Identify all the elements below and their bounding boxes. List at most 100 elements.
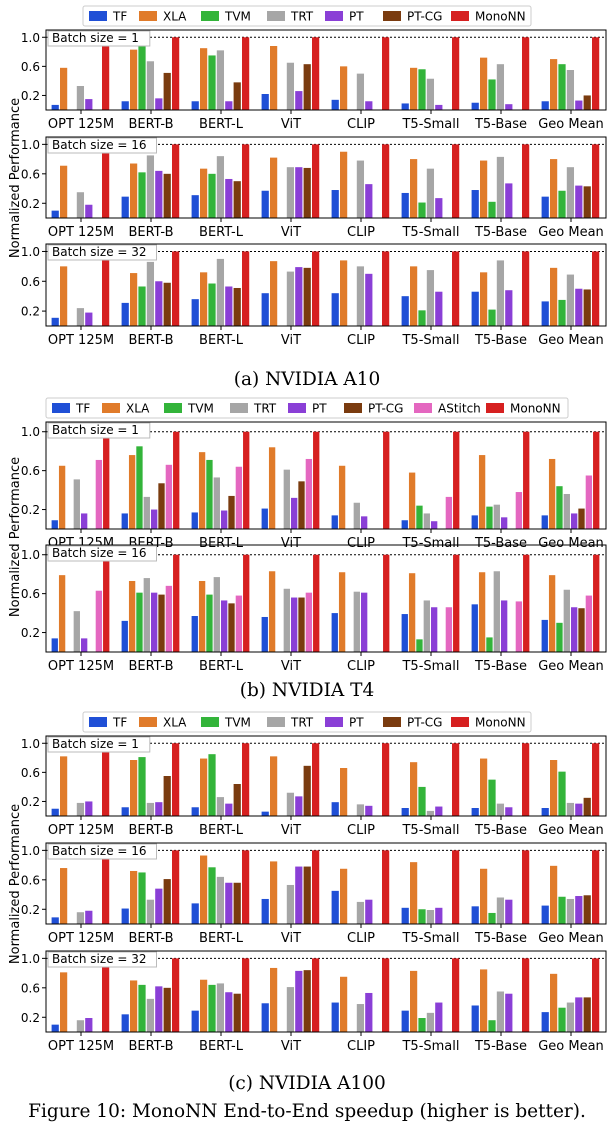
bar-mononn-vit <box>312 251 320 326</box>
y-tick-label: 0.6 <box>21 873 40 887</box>
bar-xla-clip <box>340 976 348 1032</box>
bar-xla-bert-l <box>200 48 208 110</box>
bar-pt-clip <box>365 805 373 816</box>
bar-mononn-clip <box>382 743 390 816</box>
bar-trt-vit <box>283 588 290 652</box>
y-tick-label: 0.6 <box>21 60 40 74</box>
legend-label-mononn: MonoNN <box>510 402 561 416</box>
x-tick-label: OPT 125M <box>48 117 114 132</box>
legend-swatch-trt <box>267 11 285 21</box>
bar-xla-vit <box>270 261 278 326</box>
bar-astitch-t5-base <box>515 492 523 529</box>
bar-tf-bert-b <box>121 196 129 218</box>
bar-xla-bert-b <box>130 163 138 218</box>
bar-tf-t5-base <box>471 604 478 652</box>
bar-tf-bert-b <box>121 101 129 110</box>
bar-trt-geo-mean <box>566 898 575 924</box>
bar-tvm-bert-l <box>208 55 216 110</box>
legend-label-mononn: MonoNN <box>475 716 526 730</box>
bar-xla-bert-l <box>198 580 206 652</box>
bar-trt-t5-small <box>423 513 430 529</box>
bar-pt-opt-125m <box>85 99 93 110</box>
bar-pt-t5-small <box>435 1002 443 1032</box>
bar-mononn-t5-small <box>453 431 460 529</box>
bar-xla-vit <box>270 756 278 816</box>
bar-tvm-geo-mean <box>558 896 566 924</box>
legend-label-tf: TF <box>75 402 90 416</box>
bar-tvm-bert-b <box>138 40 146 110</box>
bar-xla-t5-small <box>410 762 418 816</box>
group-subtitle: (b) NVIDIA T4 <box>240 680 375 701</box>
legend-label-xla: XLA <box>126 402 150 416</box>
bar-mononn-opt-125m <box>102 144 110 218</box>
x-tick-label: BERT-L <box>199 931 244 946</box>
x-tick-label: T5-Base <box>474 1039 527 1054</box>
bar-pt-cg-bert-b <box>163 72 171 110</box>
panel-title: Batch size = 32 <box>52 245 147 259</box>
bar-tf-vit <box>261 293 269 326</box>
bar-mononn-bert-b <box>172 37 180 110</box>
y-tick-label: 1.0 <box>21 245 40 259</box>
bar-xla-t5-base <box>478 455 486 529</box>
legend-label-tf: TF <box>112 10 127 24</box>
bar-mononn-geo-mean <box>592 251 600 326</box>
legend-label-pt-cg: PT-CG <box>407 716 442 730</box>
bar-xla-geo-mean <box>550 267 558 326</box>
bar-mononn-clip <box>382 251 390 326</box>
bar-tvm-t5-small <box>418 909 426 924</box>
bar-mononn-vit <box>312 850 320 924</box>
x-tick-label: Geo Mean <box>538 659 604 674</box>
bar-tf-vit <box>261 898 269 924</box>
bar-pt-geo-mean <box>575 100 583 110</box>
x-tick-label: ViT <box>281 225 301 240</box>
x-tick-label: Geo Mean <box>538 823 604 838</box>
legend-swatch-tvm <box>201 717 219 727</box>
bar-mononn-bert-b <box>173 554 180 652</box>
bar-trt-vit <box>283 469 290 529</box>
y-tick-label: 0.2 <box>21 795 40 809</box>
bar-xla-opt-125m <box>60 67 68 110</box>
figure-caption: Figure 10: MonoNN End-to-End speedup (hi… <box>28 1101 586 1122</box>
bar-tvm-t5-base <box>488 1020 496 1032</box>
y-axis-label: Normalized Performance <box>8 98 23 258</box>
y-tick-label: 0.2 <box>21 89 40 103</box>
bar-pt-t5-base <box>505 807 513 816</box>
x-tick-label: T5-Small <box>401 536 459 551</box>
bar-mononn-t5-base <box>522 850 530 924</box>
bar-xla-vit <box>268 571 276 652</box>
legend-label-xla: XLA <box>163 716 187 730</box>
bar-astitch-bert-l <box>235 595 243 652</box>
x-tick-label: T5-Small <box>401 823 459 838</box>
bar-pt-cg-bert-l <box>233 287 241 326</box>
bar-trt-opt-125m <box>73 611 80 652</box>
bar-tf-geo-mean <box>541 515 548 529</box>
bar-tf-t5-base <box>471 1005 479 1032</box>
bar-pt-cg-bert-b <box>158 483 165 529</box>
bar-tvm-bert-b <box>138 286 146 326</box>
bar-trt-bert-l <box>213 477 220 529</box>
bar-pt-clip <box>361 516 368 529</box>
bar-xla-bert-b <box>130 273 138 326</box>
bar-mononn-opt-125m <box>103 431 110 529</box>
y-tick-label: 0.2 <box>21 1011 40 1025</box>
bar-trt-t5-base <box>496 64 505 110</box>
bar-xla-vit <box>270 967 278 1032</box>
x-tick-label: BERT-B <box>128 225 173 240</box>
bar-tf-clip <box>331 802 339 816</box>
bar-xla-t5-base <box>480 272 488 326</box>
bar-tvm-t5-small <box>416 505 423 529</box>
bar-tvm-t5-base <box>488 309 496 326</box>
bar-mononn-t5-small <box>452 251 460 326</box>
bar-xla-t5-small <box>408 472 416 529</box>
bar-xla-bert-l <box>200 758 208 816</box>
bar-mononn-clip <box>383 431 390 529</box>
bar-tvm-t5-small <box>416 639 423 652</box>
bar-xla-vit <box>270 157 278 218</box>
bar-tf-vit <box>261 190 269 218</box>
bar-mononn-vit <box>312 958 320 1032</box>
panel-title: Batch size = 32 <box>52 952 147 966</box>
bar-pt-vit <box>295 167 303 218</box>
bar-trt-geo-mean <box>563 493 570 529</box>
bar-pt-cg-geo-mean <box>583 95 591 110</box>
panel-frame <box>45 243 607 327</box>
